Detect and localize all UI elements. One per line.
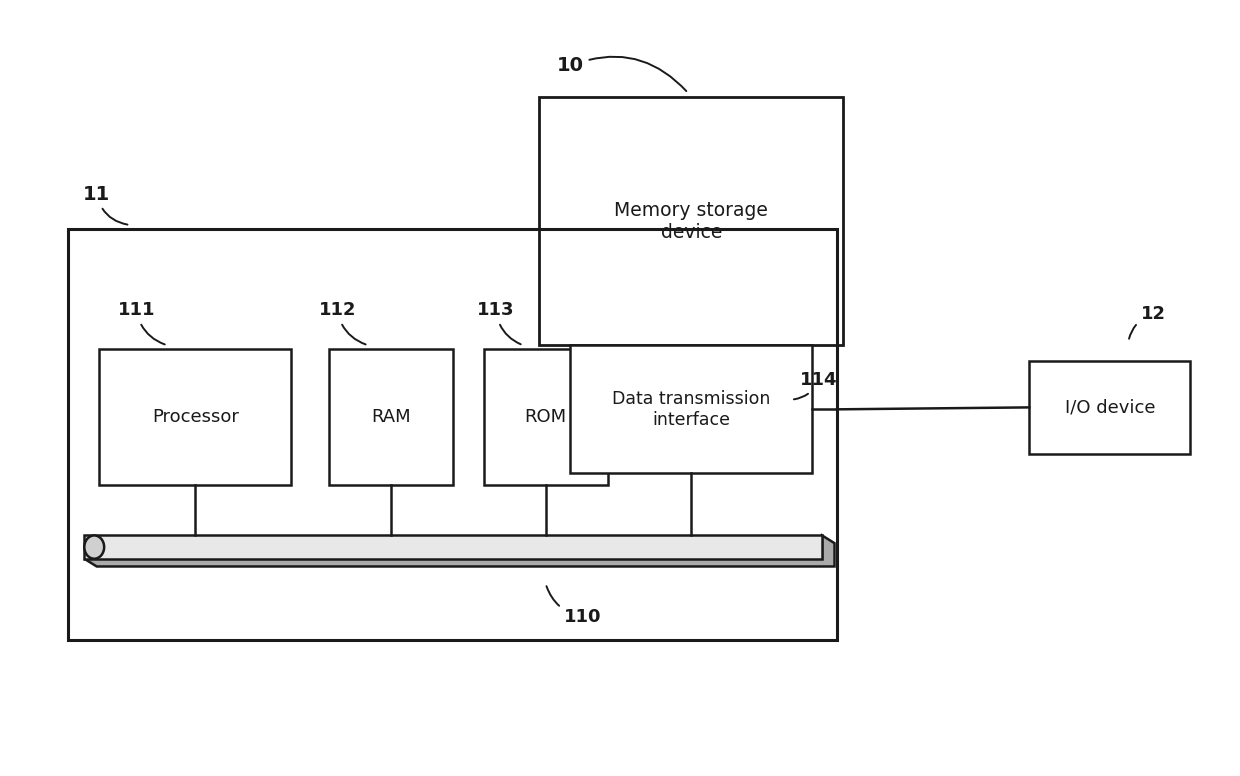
Text: 112: 112 (319, 301, 366, 345)
Bar (539, 97, 843, 345)
Text: 10: 10 (557, 57, 686, 91)
Text: Memory storage
device: Memory storage device (614, 201, 769, 241)
Text: RAM: RAM (371, 408, 410, 426)
Bar (570, 345, 812, 473)
Text: 111: 111 (118, 301, 165, 345)
Bar (1029, 361, 1190, 454)
Text: 11: 11 (83, 185, 128, 224)
Text: 114: 114 (794, 371, 837, 400)
Bar (484, 349, 608, 485)
Text: Data transmission
interface: Data transmission interface (613, 390, 770, 428)
Text: 113: 113 (477, 301, 521, 345)
Text: 110: 110 (547, 586, 601, 626)
Polygon shape (84, 535, 835, 566)
Bar (329, 349, 453, 485)
Text: ROM: ROM (525, 408, 567, 426)
Ellipse shape (84, 535, 104, 559)
Text: 12: 12 (1130, 305, 1166, 339)
Bar (84, 535, 822, 559)
Text: Processor: Processor (151, 408, 239, 426)
Text: I/O device: I/O device (1065, 398, 1154, 417)
Bar (99, 349, 291, 485)
Bar (68, 229, 837, 640)
